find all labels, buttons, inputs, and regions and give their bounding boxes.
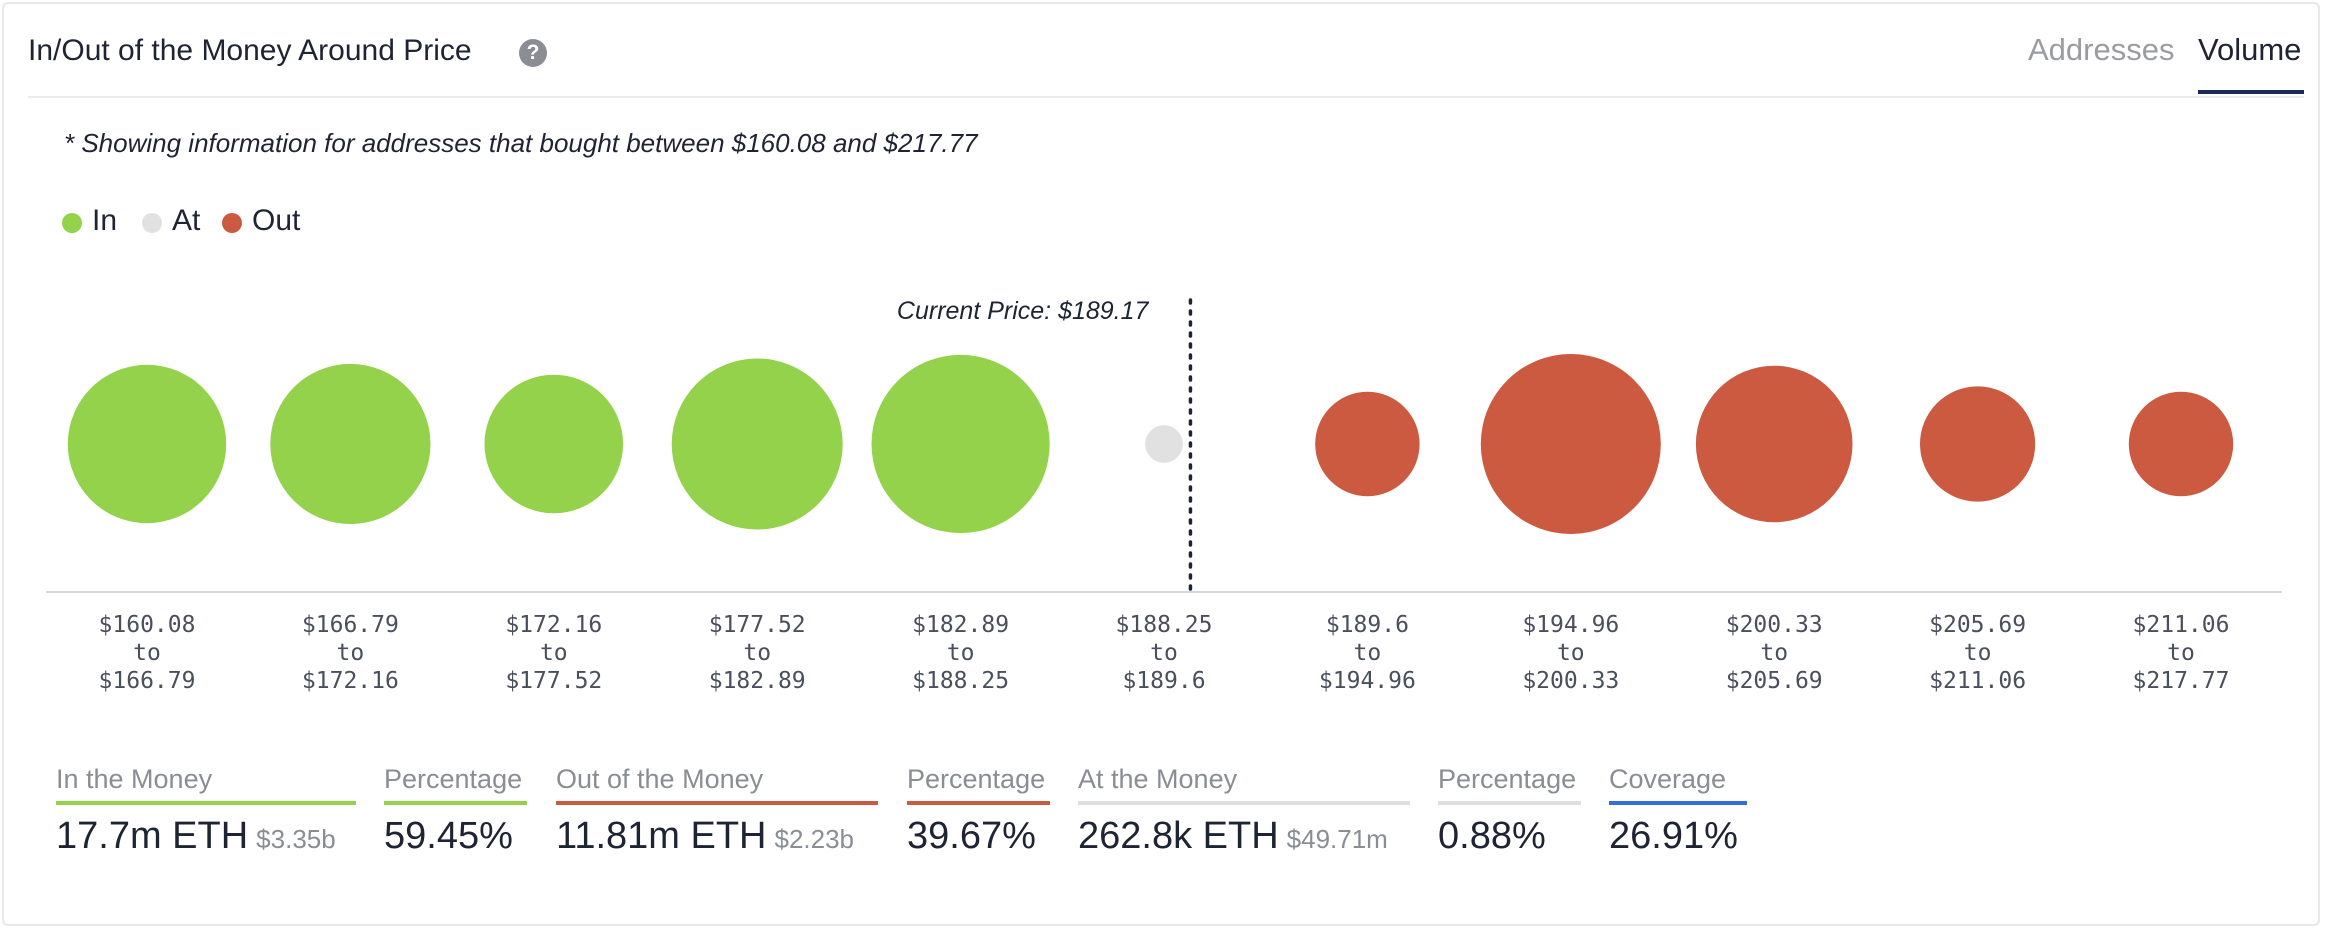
x-tick-label-from: $177.52: [709, 612, 806, 638]
stat-value-main: 59.45%: [384, 815, 513, 857]
stat-value: 17.7m ETH $3.35b: [56, 815, 356, 858]
stat-value: 0.88%: [1438, 815, 1581, 858]
active-tab-indicator: [2198, 90, 2304, 94]
stat-value: 26.91%: [1609, 815, 1747, 858]
stat-value: 262.8k ETH $49.71m: [1078, 815, 1410, 858]
stat-label: At the Money: [1078, 764, 1238, 794]
stat-value-main: 262.8k ETH: [1078, 815, 1279, 857]
x-tick-label-to: $200.33: [1522, 668, 1619, 694]
legend-label-out: Out: [252, 204, 301, 237]
stat-out-of-the-money: Out of the Money 11.81m ETH $2.23b: [556, 764, 878, 858]
bubble-out: [2128, 391, 2234, 497]
bubble-out: [1920, 386, 2036, 502]
stat-label: Percentage: [1438, 764, 1577, 794]
x-tick-label-from: $172.16: [505, 612, 602, 638]
stat-value-main: 0.88%: [1438, 815, 1546, 857]
x-tick-label-to: $194.96: [1319, 668, 1416, 694]
x-tick-label-to: $182.89: [709, 668, 806, 694]
tab-volume[interactable]: Volume: [2198, 32, 2302, 67]
stat-value-sub: $49.71m: [1286, 824, 1388, 854]
bubble-chart: $160.08to$166.79$166.79to$172.16$172.16t…: [46, 297, 2282, 694]
stat-in-percentage: Percentage 59.45%: [384, 764, 527, 858]
bubble-out: [1315, 391, 1420, 497]
stat-value: 59.45%: [384, 815, 527, 858]
x-tick-label-to: $217.77: [2133, 668, 2230, 694]
x-tick-label-connector: to: [337, 640, 365, 666]
stat-label: Percentage: [384, 764, 523, 794]
x-tick-label-connector: to: [133, 640, 161, 666]
stat-value: 39.67%: [907, 815, 1050, 858]
x-tick-label-to: $177.52: [505, 668, 602, 694]
stat-color-bar: [56, 801, 356, 805]
panel-title: In/Out of the Money Around Price: [28, 34, 472, 67]
stat-value-main: 39.67%: [907, 815, 1036, 857]
bubble-out: [1480, 354, 1661, 534]
stat-color-bar: [556, 801, 878, 805]
stat-value-sub: $2.23b: [774, 824, 855, 854]
x-tick-label-from: $194.96: [1522, 612, 1619, 638]
stat-value-main: 17.7m ETH: [56, 815, 249, 857]
stat-label: In the Money: [56, 764, 213, 794]
bubble-in: [270, 363, 431, 525]
bubble-in: [67, 364, 227, 524]
x-tick-label-connector: to: [1964, 640, 1992, 666]
stat-at-the-money: At the Money 262.8k ETH $49.71m: [1078, 764, 1410, 858]
stat-value-main: 26.91%: [1609, 815, 1738, 857]
stat-value: 11.81m ETH $2.23b: [556, 815, 878, 858]
x-tick-label-from: $189.6: [1326, 612, 1409, 638]
x-tick-label-to: $166.79: [99, 668, 196, 694]
bubble-in: [484, 374, 624, 514]
bubble-out: [1695, 365, 1853, 523]
stat-in-the-money: In the Money 17.7m ETH $3.35b: [56, 764, 356, 858]
x-tick-label-connector: to: [947, 640, 975, 666]
stat-out-percentage: Percentage 39.67%: [907, 764, 1050, 858]
stat-color-bar: [907, 801, 1050, 805]
x-tick-label-from: $188.25: [1116, 612, 1213, 638]
x-tick-label-from: $182.89: [912, 612, 1009, 638]
range-note: * Showing information for addresses that…: [64, 128, 978, 158]
x-tick-label-from: $160.08: [99, 612, 196, 638]
x-tick-label-to: $172.16: [302, 668, 399, 694]
stat-color-bar: [1438, 801, 1581, 805]
tab-addresses[interactable]: Addresses: [2028, 32, 2175, 67]
current-price-label: Current Price: $189.17: [897, 297, 1150, 325]
x-tick-label-connector: to: [540, 640, 568, 666]
legend-label-at: At: [172, 204, 201, 237]
stat-value-sub: $3.35b: [256, 824, 336, 854]
x-tick-label-from: $205.69: [1929, 612, 2026, 638]
bubble-at: [1145, 425, 1183, 463]
x-tick-label-connector: to: [1557, 640, 1585, 666]
stat-label: Out of the Money: [556, 764, 764, 794]
bubble-in: [671, 358, 843, 530]
x-tick-label-connector: to: [1150, 640, 1178, 666]
x-tick-label-to: $189.6: [1122, 668, 1205, 694]
x-tick-label-connector: to: [743, 640, 771, 666]
x-tick-label-from: $166.79: [302, 612, 399, 638]
stat-value-main: 11.81m ETH: [556, 815, 767, 857]
legend-dot-in: [62, 213, 82, 233]
stat-label: Percentage: [907, 764, 1046, 794]
bubble-in: [871, 354, 1050, 534]
x-tick-label-from: $200.33: [1726, 612, 1823, 638]
header-divider: [28, 96, 2304, 98]
legend-label-in: In: [92, 204, 118, 237]
stat-color-bar: [384, 801, 527, 805]
x-tick-label-connector: to: [1354, 640, 1382, 666]
stat-color-bar: [1078, 801, 1410, 805]
x-tick-label-to: $211.06: [1929, 668, 2026, 694]
x-tick-label-connector: to: [2167, 640, 2195, 666]
x-tick-label-to: $188.25: [912, 668, 1009, 694]
x-tick-label-from: $211.06: [2133, 612, 2230, 638]
x-tick-label-connector: to: [1760, 640, 1788, 666]
question-circle-icon[interactable]: ?: [519, 39, 547, 67]
stat-coverage: Coverage 26.91%: [1609, 764, 1747, 858]
legend-dot-at: [142, 213, 162, 233]
stat-at-percentage: Percentage 0.88%: [1438, 764, 1581, 858]
x-tick-label-to: $205.69: [1726, 668, 1823, 694]
stat-color-bar: [1609, 801, 1747, 805]
legend-dot-out: [222, 213, 242, 233]
stat-label: Coverage: [1609, 764, 1727, 794]
